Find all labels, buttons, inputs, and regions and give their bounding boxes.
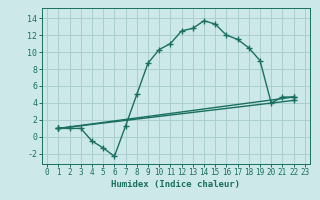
X-axis label: Humidex (Indice chaleur): Humidex (Indice chaleur) [111, 180, 241, 189]
